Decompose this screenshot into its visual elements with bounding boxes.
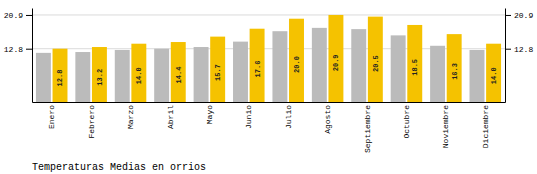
tick: Octubre [402, 102, 411, 139]
bar [391, 35, 406, 102]
bar [470, 50, 485, 102]
tick: Julio [284, 102, 293, 129]
bar [210, 37, 225, 102]
tick: Febrero [87, 102, 96, 139]
tick-mark [26, 49, 32, 50]
bar [75, 52, 90, 102]
tick: 12.8 [4, 45, 32, 54]
data-label: 14.4 [175, 67, 183, 84]
tick-label: Octubre [402, 105, 411, 139]
plot: 12.8 13.2 14.0 14.4 15.7 17.6 20.0 20.9 20.5 18.5… [4, 9, 534, 154]
data-labels: 12.8 13.2 14.0 14.4 15.7 17.6 20.0 20.9 20.5 18.5… [56, 54, 498, 86]
data-label: 18.5 [411, 59, 419, 76]
data-label: 14.0 [135, 67, 143, 84]
x-axis: Enero Febrero Marzo Abril Mayo Junio Julio Agos… [33, 102, 506, 153]
tick: 20.9 [4, 11, 32, 20]
tick: Septiembre [363, 102, 372, 153]
bar [486, 44, 501, 102]
bar [430, 46, 445, 102]
tick: Marzo [126, 102, 135, 129]
tick-label: 12.8 [4, 45, 23, 54]
bar [250, 29, 265, 102]
bar [407, 25, 422, 102]
data-label: 14.0 [490, 67, 498, 84]
bar [328, 15, 343, 102]
tick-mark [505, 49, 511, 50]
tick-label: 20.9 [514, 11, 533, 20]
tick: Noviembre [441, 102, 450, 148]
bar [447, 34, 462, 102]
bar [154, 49, 169, 102]
tick-mark [505, 15, 511, 16]
bar [368, 17, 383, 102]
tick: 12.8 [505, 45, 533, 54]
bar [131, 44, 146, 102]
data-label: 20.0 [293, 56, 301, 73]
chart: 12.8 13.2 14.0 14.4 15.7 17.6 20.0 20.9 20.5 18.5… [0, 0, 537, 174]
tick: Junio [244, 102, 253, 129]
bar [289, 19, 304, 102]
tick: Enero [47, 102, 56, 129]
tick-label: 12.8 [514, 45, 533, 54]
tick-label: Diciembre [481, 105, 490, 148]
y-axis: 12.8 20.9 [4, 9, 33, 103]
tick-label: Agosto [323, 105, 332, 134]
bar [312, 28, 327, 102]
data-label: 15.7 [214, 64, 222, 81]
bar [36, 53, 51, 102]
data-label: 20.9 [332, 54, 340, 71]
tick: 20.9 [505, 11, 533, 20]
bar [171, 42, 186, 102]
bar [53, 49, 68, 102]
bar [233, 42, 248, 102]
tick-label: Septiembre [363, 105, 372, 153]
data-label: 17.6 [254, 61, 262, 78]
data-label: 12.8 [56, 70, 64, 87]
tick: Abril [166, 102, 175, 129]
tick: Diciembre [481, 102, 490, 148]
bar [92, 47, 107, 102]
data-label: 13.2 [96, 69, 104, 86]
tick-label: Enero [47, 105, 56, 129]
tick-label: Marzo [126, 105, 135, 129]
data-label: 20.5 [372, 55, 380, 72]
axis-line [33, 102, 506, 103]
bar [351, 29, 366, 102]
axis-line [32, 9, 33, 103]
grid [32, 15, 505, 49]
tick-label: Julio [284, 105, 293, 129]
grid-line [32, 14, 505, 15]
tick-label: Junio [244, 105, 253, 129]
bar [272, 31, 287, 102]
tick-mark [26, 15, 32, 16]
bars [36, 15, 501, 102]
y2-axis: 12.8 20.9 [505, 9, 533, 103]
tick-label: Mayo [205, 105, 214, 124]
axis-line [505, 9, 506, 103]
bar [115, 50, 130, 102]
bar-series [53, 15, 502, 102]
tick: Agosto [323, 102, 332, 134]
tick-label: Abril [166, 105, 175, 129]
data-label: 16.3 [451, 63, 459, 80]
tick-label: Febrero [87, 105, 96, 139]
tick: Mayo [205, 102, 214, 124]
tick-label: Noviembre [441, 105, 450, 148]
title: Temperaturas Medias en orrios [32, 162, 206, 173]
bar [194, 47, 209, 102]
tick-label: 20.9 [4, 11, 23, 20]
